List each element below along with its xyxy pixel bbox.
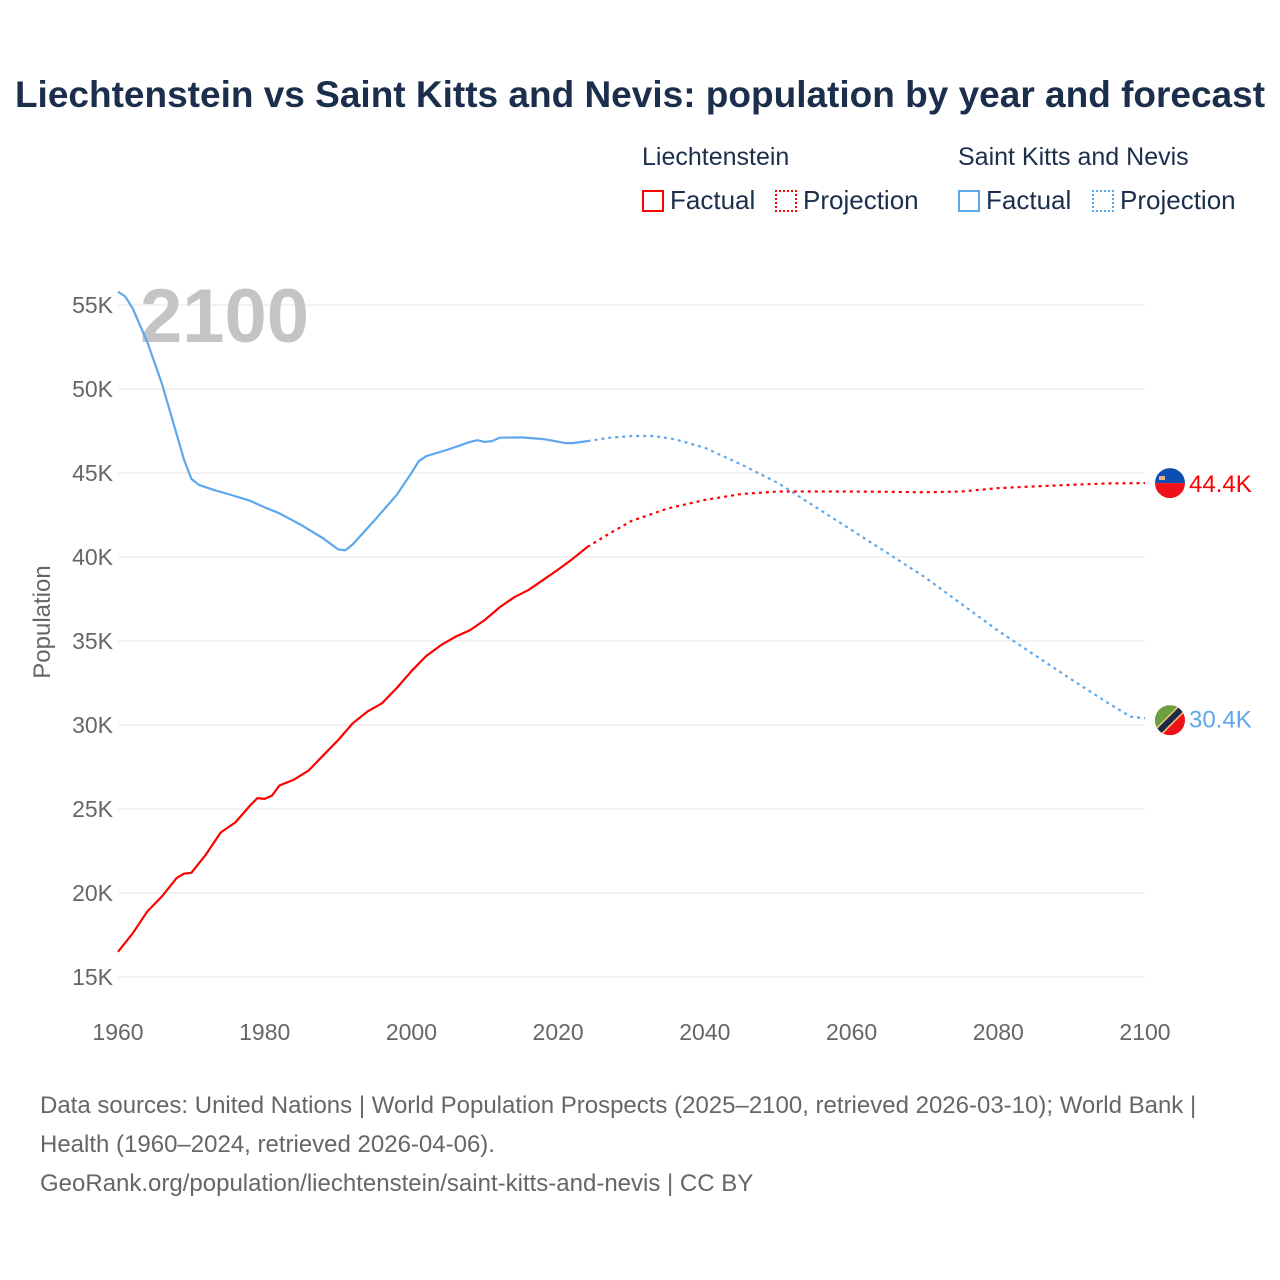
legend-label: Projection: [803, 185, 919, 215]
legend-label: Factual: [986, 185, 1072, 215]
legend-swatch-dotted: [1092, 189, 1114, 212]
y-tick-label: 40K: [72, 544, 114, 570]
footer: Data sources: United Nations | World Pop…: [40, 1086, 1240, 1203]
x-tick-label: 2080: [973, 1019, 1024, 1045]
flag-bottom: [1155, 483, 1185, 499]
y-tick-label: 35K: [72, 628, 114, 654]
end-label-saint-kitts: 30.4K: [1189, 706, 1252, 733]
flag-black: [1155, 705, 1185, 736]
flag-body: [1155, 705, 1185, 736]
saint-kitts-flag-icon: [1155, 705, 1185, 736]
y-axis-label: Population: [29, 565, 56, 678]
legend-label: Factual: [670, 185, 756, 215]
x-tick-label: 1980: [239, 1019, 290, 1045]
y-tick-label: 55K: [72, 292, 114, 318]
data-sources: Data sources: United Nations | World Pop…: [40, 1092, 1197, 1158]
x-tick-label: 2020: [533, 1019, 584, 1045]
legend-liechtenstein-factual[interactable]: Factual: [642, 185, 755, 216]
saint-kitts-and-nevis-projection-line: [587, 434, 1146, 720]
x-tick-label: 2100: [1119, 1019, 1170, 1045]
y-tick-label: 15K: [72, 964, 114, 990]
liechtenstein-projection-line: [586, 482, 1146, 548]
legend-swatch-solid: [642, 189, 664, 212]
liechtenstein-flag-icon: [1155, 468, 1185, 499]
saint-kitts-and-nevis-factual-line: [117, 290, 588, 552]
source-link[interactable]: GeoRank.org/population/liechtenstein/sai…: [40, 1170, 754, 1197]
x-tick-label: 1960: [92, 1019, 143, 1045]
chart-title: Liechtenstein vs Saint Kitts and Nevis: …: [14, 74, 1266, 115]
legend-saint-kitts-projection[interactable]: Projection: [1092, 185, 1236, 216]
year-overlay: 2100: [140, 274, 309, 359]
legend-group-liechtenstein: Liechtenstein: [642, 143, 790, 171]
legend-group-saint-kitts: Saint Kitts and Nevis: [958, 143, 1189, 171]
y-tick-label: 30K: [72, 712, 114, 738]
legend-swatch-dotted: [775, 189, 797, 212]
flag-crown: [1159, 476, 1165, 481]
y-tick-label: 45K: [72, 460, 114, 486]
y-tick-label: 25K: [72, 796, 114, 822]
x-tick-label: 2060: [826, 1019, 877, 1045]
y-tick-label: 20K: [72, 880, 114, 906]
legend-liechtenstein-projection[interactable]: Projection: [775, 185, 919, 216]
line-chart: 15K 20K 25K 30K 35K 40K 45K 50K 55K 1960 1980 2000 2…: [29, 274, 1252, 1045]
legend-swatch-solid: [958, 189, 980, 212]
x-tick-label: 2000: [386, 1019, 437, 1045]
legend-label: Projection: [1120, 185, 1236, 215]
legend-saint-kitts-factual[interactable]: Factual: [958, 185, 1071, 216]
y-tick-label: 50K: [72, 376, 114, 402]
liechtenstein-factual-line: [117, 546, 589, 953]
end-label-liechtenstein: 44.4K: [1189, 471, 1252, 498]
flag-top: [1155, 468, 1185, 484]
x-tick-label: 2040: [679, 1019, 730, 1045]
